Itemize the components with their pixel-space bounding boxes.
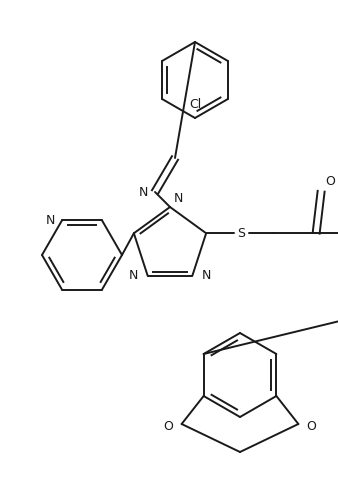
- Text: Cl: Cl: [189, 97, 201, 111]
- Text: O: O: [164, 420, 174, 432]
- Text: N: N: [173, 192, 183, 206]
- Text: N: N: [202, 269, 211, 282]
- Text: N: N: [129, 269, 138, 282]
- Text: N: N: [45, 214, 55, 227]
- Text: O: O: [307, 420, 316, 432]
- Text: O: O: [325, 175, 335, 188]
- Text: S: S: [237, 227, 245, 240]
- Text: N: N: [138, 185, 148, 198]
